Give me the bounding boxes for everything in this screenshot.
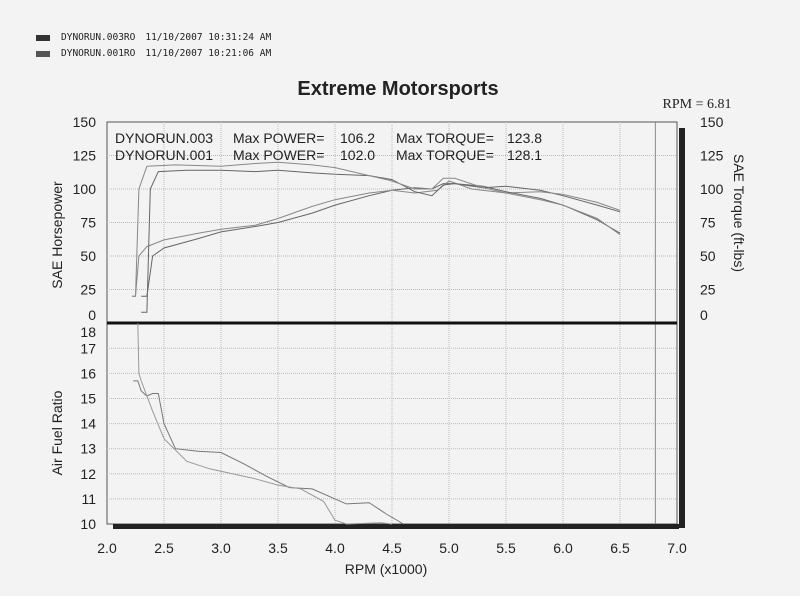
x-axis-label: RPM (x1000)	[345, 561, 427, 577]
y2-tick-label: 100	[700, 181, 724, 197]
afr-tick-label: 15	[80, 391, 96, 407]
summary-run: DYNORUN.001	[115, 147, 213, 163]
legend-run-date: 11/10/2007 10:21:06 AM	[145, 48, 272, 59]
frame-shadow-bottom	[113, 524, 679, 529]
y-tick-label: 75	[80, 215, 96, 231]
afr-tick-label: 17	[80, 340, 96, 356]
legend-item: DYNORUN.001RO 11/10/2007 10:21:06 AM	[36, 48, 271, 59]
x-tick-label: 2.5	[154, 540, 174, 556]
series-line-dynorun-003-power	[141, 183, 621, 297]
afr-tick-label: 12	[80, 466, 96, 482]
chart-title: Extreme Motorsports	[297, 78, 498, 100]
y-tick-label: 25	[80, 282, 96, 298]
y2-tick-label: 25	[700, 282, 716, 298]
frame-shadow-right	[679, 128, 685, 528]
y2-tick-label: 125	[700, 148, 724, 164]
y2-tick-label: 0	[700, 307, 708, 323]
x-tick-label: 6.0	[553, 540, 573, 556]
y2-tick-label: 75	[700, 215, 716, 231]
summary-torque-label: Max TORQUE=	[396, 130, 494, 146]
x-tick-label: 5.5	[496, 540, 516, 556]
series-line-dynorun-003-torque	[141, 169, 621, 313]
legend-run-name: DYNORUN.001RO	[61, 48, 136, 59]
legend-run-name: DYNORUN.003RO	[61, 32, 136, 43]
x-tick-label: 3.0	[211, 540, 231, 556]
summary-power-value: 102.0	[340, 147, 375, 163]
summary-run: DYNORUN.003	[115, 130, 213, 146]
y-tick-label: 150	[73, 114, 97, 130]
x-tick-label: 4.0	[325, 540, 345, 556]
x-tick-label: 5.0	[439, 540, 459, 556]
y-tick-label: 100	[73, 181, 97, 197]
legend-run-date: 11/10/2007 10:31:24 AM	[145, 32, 272, 43]
summary-power-value: 106.2	[340, 130, 375, 146]
x-tick-label: 6.5	[610, 540, 630, 556]
summary-power-label: Max POWER=	[233, 130, 324, 146]
series-line-dynorun-001-power	[132, 180, 621, 297]
summary-power-label: Max POWER=	[233, 147, 324, 163]
y2-tick-label: 50	[700, 248, 716, 264]
series-line-dynorun-001-torque	[132, 161, 621, 297]
y-tick-label: 50	[80, 248, 96, 264]
series-line-dynorun-001-afr	[137, 323, 393, 525]
legend-item: DYNORUN.003RO 11/10/2007 10:31:24 AM	[36, 32, 271, 43]
y-tick-label: 125	[73, 148, 97, 164]
series-line-dynorun-003-afr	[133, 380, 404, 525]
y2-tick-label: 150	[700, 114, 724, 130]
afr-tick-label: 10	[80, 516, 96, 532]
x-tick-label: 7.0	[667, 540, 687, 556]
summary-text: DYNORUN.003 Max POWER= 106.2 Max TORQUE=…	[115, 130, 542, 163]
cursor-readout: RPM = 6.81	[663, 97, 732, 112]
y-tick-label: 0	[88, 307, 96, 323]
y2-axis-label-torque: SAE Torque (ft-lbs)	[731, 154, 747, 272]
summary-torque-value: 128.1	[507, 147, 542, 163]
afr-tick-label: 13	[80, 441, 96, 457]
afr-tick-label: 18	[80, 324, 96, 340]
summary-torque-value: 123.8	[507, 130, 542, 146]
legend-swatch	[36, 34, 50, 41]
afr-tick-label: 11	[81, 491, 96, 507]
x-tick-label: 2.0	[97, 540, 117, 556]
summary-torque-label: Max TORQUE=	[396, 147, 494, 163]
legend-swatch	[36, 50, 50, 57]
x-tick-label: 3.5	[268, 540, 288, 556]
afr-tick-label: 16	[80, 365, 96, 381]
afr-tick-label: 14	[80, 416, 96, 432]
y-axis-label-afr: Air Fuel Ratio	[49, 390, 65, 475]
x-tick-label: 4.5	[382, 540, 402, 556]
y-axis-label-horsepower: SAE Horsepower	[49, 181, 65, 289]
